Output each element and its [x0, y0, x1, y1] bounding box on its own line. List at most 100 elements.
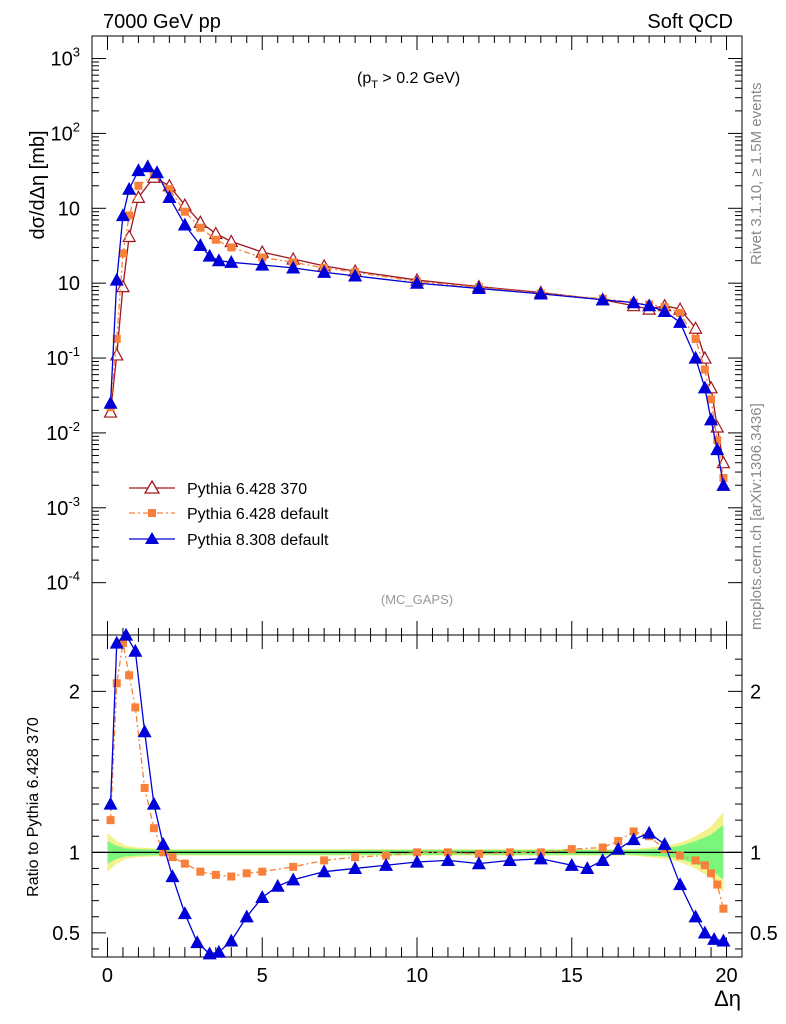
ratio-point-p8-default — [239, 909, 254, 923]
ratio-point-p8-default — [211, 944, 226, 958]
main-point-p8-default — [317, 264, 332, 278]
ratio-point-p8-default — [270, 878, 285, 892]
cut-label: (pT > 0.2 GeV) — [357, 70, 460, 91]
ratio-series-0 — [106, 639, 728, 913]
main-point-p8-default — [193, 238, 208, 251]
main-point-p8-default — [688, 350, 703, 364]
main-ytick-label: 10-1 — [46, 344, 80, 370]
main-axis-ticks: 10-4 10-3 10-2 10-1 10 10 102 103 — [46, 35, 742, 635]
ratio-point-p6-default — [118, 639, 127, 648]
ratio-series-1 — [103, 627, 731, 960]
ratio-point-p8-default — [165, 869, 180, 883]
main-point-p6-default — [118, 249, 127, 258]
ratio-point-p6-default — [227, 872, 236, 881]
xtick-label: 10 — [406, 965, 428, 987]
ratio-panel-frame — [91, 634, 743, 958]
main-point-p8-default — [109, 272, 124, 286]
main-series-0 — [103, 169, 731, 469]
ratio-point-p8-default — [255, 890, 270, 904]
main-point-p6-370 — [103, 404, 118, 418]
main-point-p8-default — [202, 248, 217, 262]
ratio-point-p6-default — [242, 869, 251, 878]
ratio-point-p6-default — [320, 856, 329, 865]
header-right: Soft QCD — [647, 11, 733, 33]
main-point-p6-default — [691, 334, 700, 343]
main-point-p8-default — [211, 253, 226, 267]
main-point-p8-default — [673, 315, 688, 328]
main-y-axis-label: dσ/dΔη [mb] — [27, 130, 49, 239]
ratio-point-p8-default — [580, 861, 595, 875]
main-ytick-label: 10 — [58, 198, 80, 220]
ratio-point-p8-default — [409, 854, 425, 868]
main-point-p8-default — [140, 159, 155, 173]
legend: Pythia 6.428 370 Pythia 6.428 default Py… — [129, 479, 329, 549]
main-series-group — [103, 159, 731, 491]
main-point-p6-370 — [710, 419, 725, 433]
ratio-point-p6-default — [719, 904, 728, 913]
main-point-p6-default — [707, 395, 716, 404]
main-point-p8-default — [626, 295, 641, 309]
main-point-p6-370 — [688, 320, 703, 334]
ratio-point-p8-default — [202, 946, 217, 960]
legend-label-p6-default: Pythia 6.428 default — [187, 506, 329, 523]
main-point-p8-default — [409, 275, 425, 289]
xtick-label: 15 — [561, 965, 583, 987]
ratio-ytick-label-right: 0.5 — [750, 923, 778, 945]
ratio-ytick-label-right: 1 — [750, 842, 761, 864]
ratio-axis-ticks: 0 5 10 15 20 0.5 0.5 1 1 2 2 — [52, 635, 778, 987]
ratio-point-p8-default — [286, 872, 301, 886]
ratio-point-p6-default — [106, 816, 115, 825]
ratio-point-p6-default — [258, 867, 267, 876]
ratio-point-p8-default — [128, 643, 143, 657]
ratio-ytick-label-right: 2 — [750, 681, 761, 703]
ratio-point-p6-default — [676, 851, 685, 860]
ratio-point-p8-default — [190, 935, 205, 949]
mcplots-info: mcplots.cern.ch [arXiv:1306.3436] — [748, 403, 765, 630]
main-ytick-label: 10-2 — [46, 419, 80, 445]
x-axis-label: Δη — [714, 986, 741, 1011]
ratio-point-p8-default — [471, 856, 486, 870]
main-line-1 — [109, 173, 725, 479]
legend-marker-p6-default — [148, 509, 156, 517]
ratio-y-axis-label: Ratio to Pythia 6.428 370 — [25, 717, 42, 897]
ratio-point-p6-default — [707, 869, 716, 878]
ratio-point-p6-default — [505, 848, 514, 857]
ratio-point-p6-default — [474, 849, 483, 858]
analysis-watermark: (MC_GAPS) — [381, 592, 453, 607]
ratio-point-p8-default — [626, 832, 641, 846]
ratio-point-p8-default — [156, 837, 171, 850]
main-point-p6-default — [134, 181, 143, 190]
main-point-p8-default — [533, 286, 548, 300]
ratio-point-p8-default — [564, 857, 579, 871]
ratio-line-1 — [109, 633, 724, 955]
ratio-point-p6-default — [211, 870, 220, 879]
main-point-p8-default — [177, 217, 192, 231]
ratio-point-p8-default — [440, 853, 455, 867]
xtick-label: 20 — [715, 965, 737, 987]
main-point-p8-default — [162, 190, 177, 203]
main-point-p6-default — [196, 223, 205, 232]
ratio-point-p6-default — [351, 853, 360, 862]
main-point-p6-default — [227, 243, 236, 252]
ratio-point-p6-default — [168, 853, 177, 862]
main-line-2 — [109, 165, 725, 486]
ratio-point-p6-default — [131, 703, 140, 712]
ratio-point-p6-default — [691, 856, 700, 865]
main-point-p8-default — [471, 281, 486, 295]
ratio-point-p6-default — [629, 827, 638, 836]
ratio-point-p8-default — [688, 909, 703, 923]
main-point-p6-default — [258, 253, 267, 262]
ratio-point-p6-default — [443, 848, 452, 857]
main-point-p8-default — [115, 208, 130, 222]
main-point-p8-default — [131, 163, 146, 177]
main-point-p6-default — [719, 473, 728, 482]
ratio-point-p6-default — [382, 851, 391, 860]
ratio-point-p6-default — [289, 862, 298, 871]
ratio-point-p8-default — [595, 853, 610, 867]
main-point-p6-default — [676, 308, 685, 317]
main-point-p8-default — [286, 260, 301, 274]
ratio-point-p8-default — [707, 932, 722, 945]
ratio-point-p6-default — [567, 845, 576, 854]
legend-marker-p8-default — [145, 532, 159, 544]
main-line-0 — [109, 176, 725, 463]
